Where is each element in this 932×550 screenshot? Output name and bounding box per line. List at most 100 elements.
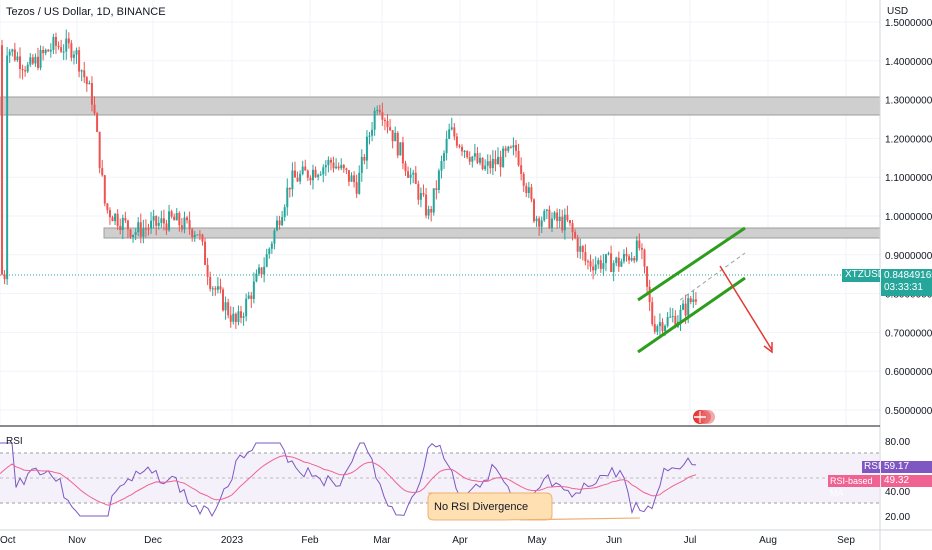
- candle-body: [666, 317, 669, 326]
- candle-body: [26, 64, 29, 72]
- candle-body: [304, 166, 307, 171]
- candle-body: [638, 240, 641, 248]
- candle-body: [489, 161, 492, 169]
- time-axis[interactable]: Oct Nov Dec 2023 Feb Mar Apr May Jun Jul Aug Sep: [0, 535, 855, 546]
- candle-body: [409, 174, 412, 178]
- channel-lower-line[interactable]: [637, 276, 746, 354]
- rsi-axis[interactable]: 80.00 40.00 20.00: [885, 437, 910, 523]
- candle-body: [597, 260, 600, 265]
- time-tick-label: Dec: [144, 535, 162, 546]
- candle-body: [85, 77, 88, 85]
- candle-body: [540, 220, 543, 227]
- candle-body: [350, 175, 353, 182]
- candle-body: [319, 174, 322, 176]
- candle-body: [671, 316, 674, 318]
- time-tick-label: Aug: [759, 535, 777, 546]
- candle-body: [517, 150, 520, 166]
- candle-body: [132, 234, 135, 238]
- candle-body: [679, 309, 682, 322]
- candle-body: [16, 56, 19, 61]
- time-tick-label: May: [528, 535, 547, 546]
- rsi-value-box: 59.17: [881, 461, 932, 473]
- candle-body: [592, 266, 595, 271]
- resistance-zone: [0, 96, 881, 116]
- candle-body: [265, 254, 268, 267]
- candle-body: [512, 145, 515, 148]
- candle-body: [193, 234, 196, 237]
- candle-body: [139, 222, 142, 237]
- candle-body: [258, 267, 260, 274]
- rsi-ma-name: RSI-based MA: [830, 476, 873, 498]
- candle-body: [70, 43, 73, 58]
- candle-body: [29, 57, 32, 65]
- candle-body: [178, 213, 181, 226]
- candle-body: [311, 169, 314, 181]
- time-tick-label: Apr: [452, 535, 468, 546]
- candle-body: [108, 210, 111, 218]
- candle-body: [188, 220, 191, 230]
- candle-body: [355, 182, 358, 194]
- candle-body: [198, 234, 201, 236]
- candle-body: [201, 234, 204, 242]
- price-pane[interactable]: [0, 0, 880, 426]
- candle-body: [581, 246, 584, 253]
- candle-body: [594, 264, 597, 271]
- candle-body: [371, 129, 374, 136]
- candle-body: [137, 222, 140, 233]
- price-axis[interactable]: 1.50000000 1.40000000 1.30000000 1.20000000…: [885, 18, 932, 417]
- candle-body: [150, 220, 153, 229]
- candle-body: [499, 156, 502, 168]
- candle-body: [44, 49, 47, 54]
- candle-body: [75, 50, 78, 55]
- candle-body: [119, 225, 122, 231]
- candle-body: [214, 288, 217, 290]
- candle-body: [607, 253, 610, 255]
- candle-body: [52, 36, 55, 50]
- candle-body: [106, 203, 109, 211]
- candle-body: [658, 322, 661, 327]
- candle-body: [80, 70, 83, 72]
- candle-body: [561, 216, 564, 231]
- candle-body: [170, 211, 173, 217]
- candle-body: [440, 161, 443, 171]
- candle-body: [72, 54, 75, 58]
- candle-body: [422, 193, 425, 195]
- candle-body: [250, 295, 253, 299]
- events-flag-icon[interactable]: [693, 410, 715, 424]
- candle-body: [96, 113, 99, 132]
- candle-body: [455, 136, 458, 146]
- candle-body: [640, 247, 643, 250]
- candle-body: [538, 218, 541, 227]
- candle-body: [232, 313, 235, 322]
- candle-body: [88, 83, 91, 85]
- rsi-ma-value-box: 49.32: [881, 475, 932, 487]
- candle-body: [247, 295, 250, 299]
- candle-body: [90, 83, 93, 105]
- candle-body: [8, 51, 11, 56]
- candle-body: [191, 229, 194, 237]
- currency-label[interactable]: USD: [887, 6, 909, 17]
- channel-upper-line[interactable]: [637, 226, 746, 302]
- candle-body: [283, 207, 286, 217]
- candle-body: [229, 315, 232, 322]
- candle-body: [360, 156, 363, 173]
- projection-arrow-line[interactable]: [719, 265, 773, 351]
- candle-body: [463, 150, 466, 152]
- candle-body: [602, 263, 605, 269]
- candle-body: [617, 257, 620, 267]
- candle-body: [445, 138, 448, 154]
- candle-body: [389, 127, 392, 131]
- candle-body: [288, 187, 291, 190]
- callout-bubble[interactable]: [427, 492, 641, 521]
- candle-body: [142, 228, 145, 237]
- rsi-tick-label: 20.00: [885, 512, 910, 523]
- candle-body: [625, 253, 628, 257]
- time-tick-label: 2023: [221, 535, 244, 546]
- candle-body: [98, 131, 101, 169]
- last-price-box[interactable]: 0.84849165 03:33:31: [881, 269, 932, 296]
- candle-body: [612, 263, 615, 272]
- candle-body: [180, 225, 183, 230]
